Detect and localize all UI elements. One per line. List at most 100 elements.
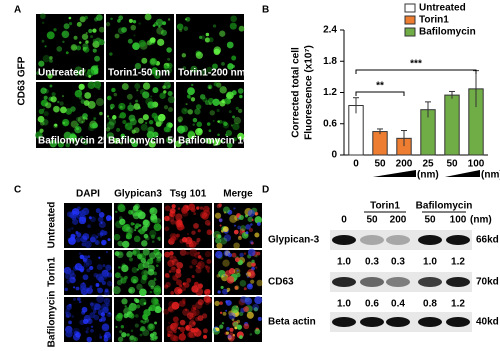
cell [167,275,170,278]
cell [231,64,236,69]
size-label: 70kd [476,277,499,288]
cell [216,108,220,113]
cell [250,223,253,226]
column-header: Glypican3 [114,189,162,200]
error-bar [449,90,455,99]
band [332,317,356,327]
cell [42,54,51,63]
cell [171,301,180,310]
cell [36,71,40,75]
cell [129,102,132,105]
cell [213,143,216,146]
cell [246,261,253,268]
cell [69,276,76,284]
cell [206,138,213,145]
cell [247,248,256,257]
cell [40,13,46,19]
cell [152,131,159,138]
cell [213,81,218,87]
cell [62,121,66,125]
cell [150,70,154,74]
error-bar [425,101,431,118]
column-header: Tsg 101 [170,189,207,200]
cell [256,222,261,226]
cell [78,88,82,92]
cell [50,96,57,103]
cell [252,303,260,311]
cell [226,275,235,284]
cell [197,262,202,267]
cell [223,234,232,242]
cell [163,308,169,315]
cell [200,257,204,261]
cell [214,300,220,307]
cell [84,240,92,249]
significance-label: ** [376,81,384,92]
band [360,235,384,245]
cell [239,335,243,339]
cell [151,240,155,243]
cell [246,271,252,277]
y-axis-label: Corrected total cell [291,47,302,138]
cell [120,220,126,225]
cell [128,114,136,122]
cell [235,106,239,110]
cell [184,109,187,112]
x-tick-label: 50 [374,159,386,170]
cell [192,308,200,317]
cell [92,309,97,314]
cell [157,113,166,122]
cell [239,280,247,287]
band [386,317,410,327]
cell [227,63,234,70]
cell [61,118,70,127]
cell [119,112,127,119]
cell [118,216,123,221]
cell [200,35,206,40]
cell [195,316,200,322]
cell [117,336,124,342]
y-tick-label: 1.2 [323,87,337,98]
cell [121,264,129,273]
cell [114,33,120,39]
cell [193,252,200,258]
cell [65,142,71,148]
cell [144,318,150,323]
cell [190,65,198,73]
band [360,317,384,327]
cell [248,283,252,288]
cell [222,120,226,125]
cell [57,141,65,148]
cell [142,82,151,90]
quant-label: 1.0 [337,257,351,268]
cell [233,116,242,125]
cell [237,132,245,141]
cell [212,98,220,106]
cell [75,73,79,77]
cell [234,257,240,263]
cell [80,99,86,104]
cell [95,283,100,287]
cell [251,218,254,222]
cell [182,66,187,70]
cell [193,212,197,216]
cell [133,298,138,302]
cell [226,326,230,331]
cell [254,216,263,224]
cell [72,277,75,280]
cell [229,214,238,223]
cell [112,115,117,120]
cell [65,108,73,115]
cell [202,205,210,213]
cell [181,286,187,292]
cell [142,219,149,226]
cell [165,281,171,288]
cell [237,88,244,94]
cell [149,207,158,216]
cell [192,321,196,325]
cell [164,205,171,212]
lane-label: 50 [366,215,378,226]
cell [107,238,111,242]
cell [135,99,139,103]
